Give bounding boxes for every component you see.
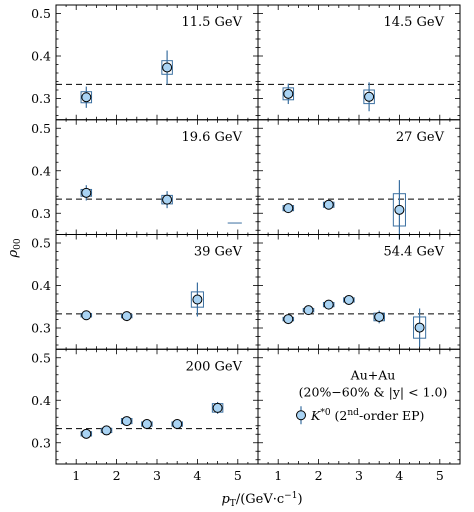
energy-label: 200 GeV <box>186 359 243 374</box>
data-point <box>303 305 314 316</box>
panel-2: 14.5 GeV <box>257 4 461 121</box>
ylabel-sub: 00 <box>13 238 23 250</box>
y-tick-label: 0.5 <box>31 6 51 21</box>
xlabel-main: p <box>221 492 230 507</box>
x-tick-label: 5 <box>234 468 242 483</box>
energy-label: 19.6 GeV <box>181 130 242 145</box>
y-tick-label: 0.4 <box>31 393 51 408</box>
x-tick-label: 2 <box>113 468 121 483</box>
panel-3: 0.3 0.4 0.5 19.6 GeV <box>31 119 259 235</box>
x-tick-label: 1 <box>274 468 282 483</box>
data-point <box>283 203 294 214</box>
ylabel-main: ρ <box>6 250 21 259</box>
data-point <box>81 187 92 198</box>
panel-1: 0.3 0.4 0.5 11.5 GeV <box>31 4 259 121</box>
energy-label: 27 GeV <box>396 130 445 145</box>
energy-label: 39 GeV <box>194 245 243 260</box>
xlabel-close: ) <box>297 492 302 507</box>
x-tick-label: 1 <box>72 468 80 483</box>
legend-entry: K*0 (2nd-order EP) <box>310 408 424 423</box>
data-point <box>364 91 375 102</box>
panel-8: 1 2 3 4 5 Au+Au (20%−60% & |y| < 1.0) K*0 (2nd-… <box>257 348 461 483</box>
sys-error-box <box>282 87 295 101</box>
data-point <box>343 294 354 305</box>
sys-error-box <box>190 291 204 308</box>
xlabel-sup: −1 <box>284 491 297 501</box>
y-axis-title: ρ00 <box>6 238 23 258</box>
sys-error-box <box>161 60 173 75</box>
data-point <box>121 416 132 427</box>
x-tick-label: 3 <box>153 468 161 483</box>
data-point <box>212 402 223 413</box>
sys-error-box <box>392 193 406 227</box>
y-tick-label: 0.4 <box>31 278 51 293</box>
sys-error-box <box>363 89 375 105</box>
y-tick-label: 0.3 <box>31 435 51 450</box>
panel-6: 54.4 GeV <box>257 234 461 350</box>
panel-7: 0.3 0.4 0.5 1 2 3 4 5 200 GeV <box>31 348 259 483</box>
x-tick-label: 3 <box>355 468 363 483</box>
data-point <box>323 299 334 310</box>
panels-layer: 0.3 0.4 0.5 11.5 GeV 14.5 GeV 0.3 0.4 0.5 19.6 G… <box>31 4 461 483</box>
energy-label: 11.5 GeV <box>181 15 242 30</box>
y-tick-label: 0.4 <box>31 49 51 64</box>
x-tick-label: 5 <box>436 468 444 483</box>
y-tick-label: 0.5 <box>31 121 51 136</box>
data-point <box>394 204 405 215</box>
data-point <box>414 322 425 333</box>
data-point <box>121 311 132 322</box>
y-tick-label: 0.5 <box>31 236 51 251</box>
x-tick-label: 4 <box>193 468 201 483</box>
xlabel-rest: /(GeV·c <box>236 492 284 507</box>
y-tick-label: 0.3 <box>31 91 51 106</box>
data-point <box>81 310 92 321</box>
energy-label: 54.4 GeV <box>383 245 444 260</box>
sys-error-box <box>413 316 427 339</box>
data-point <box>162 62 173 73</box>
x-tick-label: 2 <box>315 468 323 483</box>
y-tick-label: 0.5 <box>31 350 51 365</box>
data-point <box>192 294 203 305</box>
x-axis-title: pT/(GeV·c−1) <box>221 491 302 509</box>
panel-5: 0.3 0.4 0.5 39 GeV <box>31 234 259 350</box>
x-tick-label: 4 <box>395 468 403 483</box>
data-point <box>162 194 173 205</box>
data-point <box>172 419 183 430</box>
data-point <box>81 428 92 439</box>
data-point <box>141 419 152 430</box>
energy-label: 14.5 GeV <box>383 15 444 30</box>
data-point <box>323 199 334 210</box>
legend-collision-system: Au+Au <box>350 367 396 382</box>
y-tick-label: 0.4 <box>31 163 51 178</box>
data-point <box>101 425 112 436</box>
panel-4: 27 GeV <box>257 119 461 240</box>
data-point <box>283 88 294 99</box>
y-tick-label: 0.3 <box>31 321 51 336</box>
data-point <box>374 311 385 322</box>
data-point <box>81 92 92 103</box>
y-tick-label: 0.3 <box>31 206 51 221</box>
xlabel-sub: T <box>230 499 236 509</box>
legend-marker <box>296 410 306 421</box>
data-point <box>283 314 294 325</box>
legend-centrality: (20%−60% & |y| < 1.0) <box>299 384 448 399</box>
sys-error-box <box>80 91 93 104</box>
